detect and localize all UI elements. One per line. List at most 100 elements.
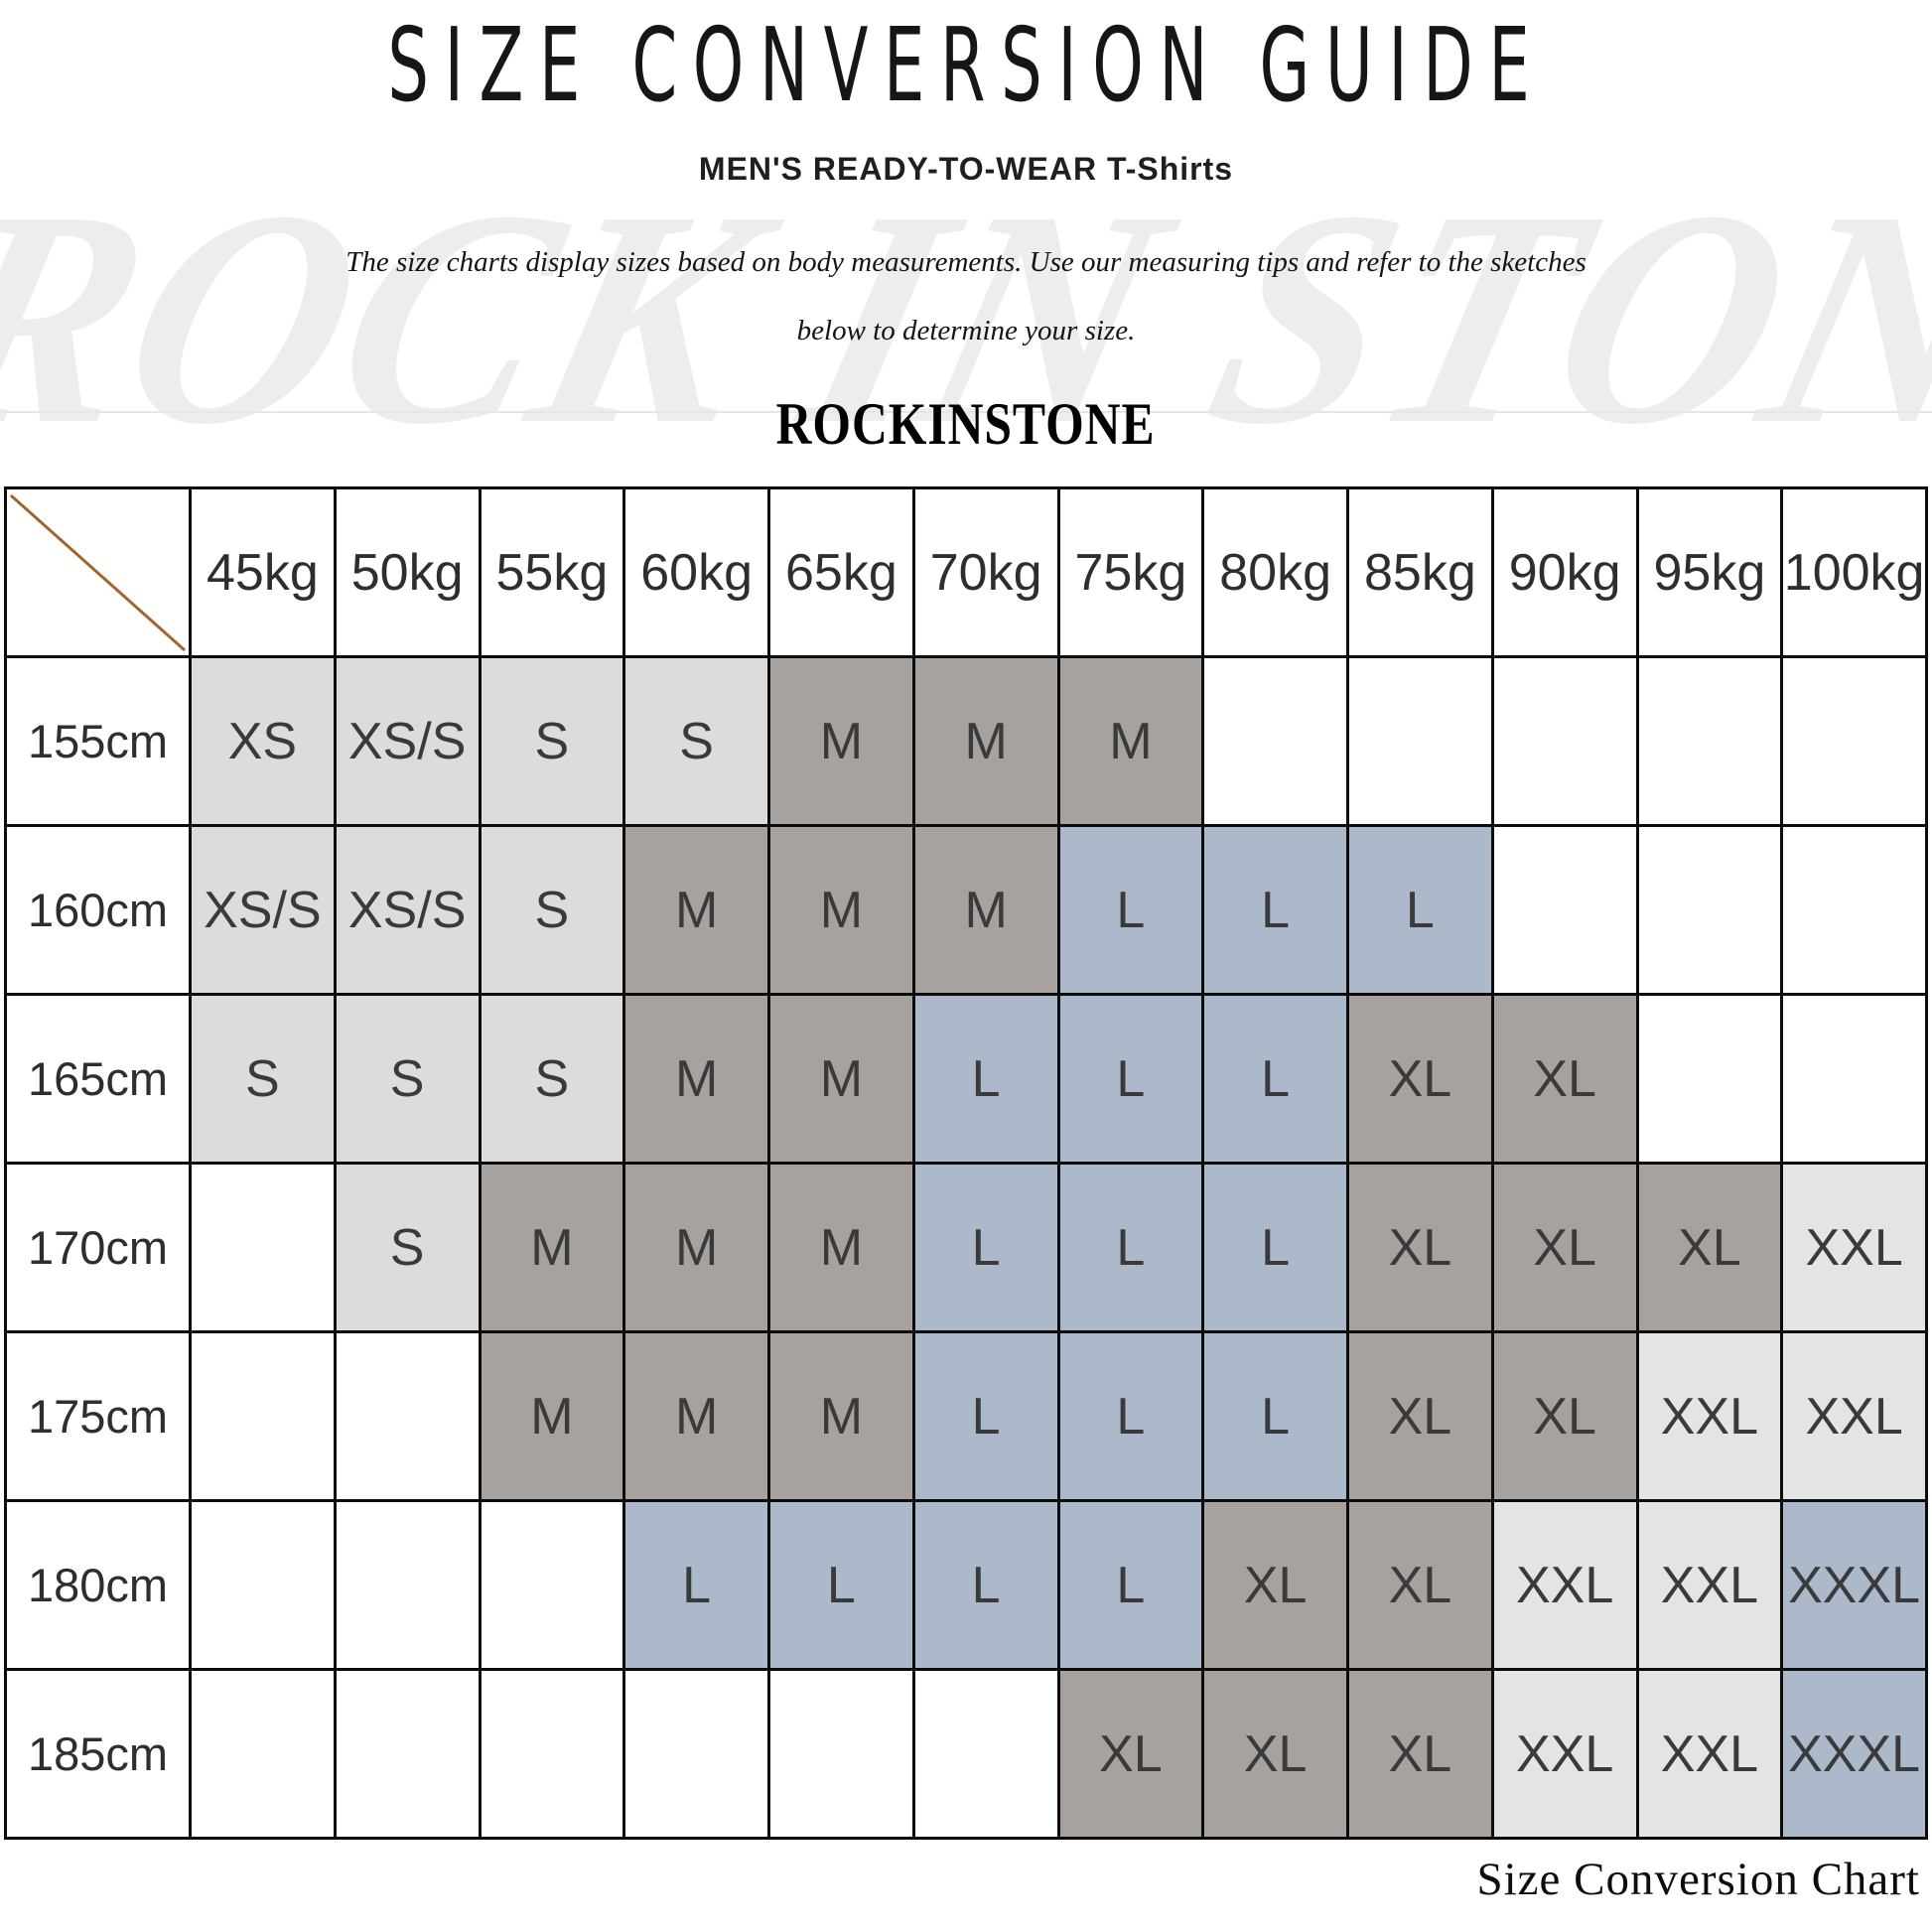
chart-caption: Size Conversion Chart (1476, 1854, 1920, 1905)
empty-cell (478, 1668, 626, 1840)
empty-cell (1201, 655, 1349, 827)
diagonal-line-icon (9, 493, 187, 651)
empty-cell (1780, 655, 1928, 827)
description-line-2: below to determine your size. (796, 315, 1136, 346)
size-cell: XXL (1780, 1330, 1928, 1502)
weight-header: 95kg (1635, 486, 1784, 658)
size-cell: L (911, 1162, 1060, 1333)
weight-header: 60kg (622, 486, 770, 658)
height-label: 180cm (4, 1499, 192, 1671)
size-cell: XL (1346, 1499, 1494, 1671)
empty-cell (1635, 655, 1784, 827)
empty-cell (622, 1668, 770, 1840)
size-cell: L (1201, 824, 1349, 996)
divider-line (0, 411, 1932, 413)
size-cell: M (767, 993, 915, 1165)
empty-cell (1635, 993, 1784, 1165)
size-cell: M (767, 1162, 915, 1333)
table-row: 185cm XL XL XL XXL XXL XXXL (4, 1668, 1928, 1840)
empty-cell (1635, 824, 1784, 996)
weight-header: 85kg (1346, 486, 1494, 658)
size-cell: L (1201, 1162, 1349, 1333)
size-cell: XXL (1490, 1499, 1639, 1671)
description-line-1: The size charts display sizes based on b… (345, 246, 1587, 278)
weight-header: 75kg (1056, 486, 1205, 658)
size-cell: L (1056, 824, 1205, 996)
size-cell: XXL (1635, 1668, 1784, 1840)
height-label: 160cm (4, 824, 192, 996)
size-cell: XXXL (1780, 1668, 1928, 1840)
size-cell: XS/S (333, 824, 482, 996)
size-cell: L (911, 993, 1060, 1165)
size-cell: M (911, 655, 1060, 827)
page-title: SIZE CONVERSION GUIDE (387, 6, 1545, 125)
weight-header: 50kg (333, 486, 482, 658)
size-cell: L (1056, 1330, 1205, 1502)
size-cell: L (1056, 993, 1205, 1165)
size-cell: M (622, 993, 770, 1165)
size-cell: S (478, 993, 626, 1165)
size-cell: XS/S (189, 824, 337, 996)
header-row: 45kg 50kg 55kg 60kg 65kg 70kg 75kg 80kg 85kg 90kg… (4, 486, 1928, 658)
table-row: 155cm XS XS/S S S M M M (4, 655, 1928, 827)
weight-header: 65kg (767, 486, 915, 658)
size-cell: XXL (1780, 1162, 1928, 1333)
table-row: 180cm L L L L XL XL XXL XXL XXXL (4, 1499, 1928, 1671)
size-cell: S (622, 655, 770, 827)
size-cell: XS/S (333, 655, 482, 827)
weight-header: 100kg (1780, 486, 1928, 658)
empty-cell (1346, 655, 1494, 827)
size-cell: L (1201, 993, 1349, 1165)
size-cell: L (622, 1499, 770, 1671)
empty-cell (189, 1668, 337, 1840)
size-cell: L (1056, 1162, 1205, 1333)
weight-header: 70kg (911, 486, 1060, 658)
size-cell: L (911, 1330, 1060, 1502)
size-cell: L (767, 1499, 915, 1671)
size-cell: S (478, 655, 626, 827)
size-cell: M (911, 824, 1060, 996)
size-cell: L (911, 1499, 1060, 1671)
size-cell: S (333, 1162, 482, 1333)
size-cell: M (622, 1162, 770, 1333)
size-cell: L (1056, 1499, 1205, 1671)
empty-cell (333, 1668, 482, 1840)
table-row: 175cm M M M L L L XL XL XXL XXL (4, 1330, 1928, 1502)
size-cell: S (478, 824, 626, 996)
size-cell: XS (189, 655, 337, 827)
size-cell: XL (1635, 1162, 1784, 1333)
size-cell: L (1201, 1330, 1349, 1502)
size-cell: M (767, 824, 915, 996)
empty-cell (1780, 993, 1928, 1165)
height-label: 165cm (4, 993, 192, 1165)
page-header: SIZE CONVERSION GUIDE (0, 6, 1932, 125)
size-cell: XL (1490, 1162, 1639, 1333)
brand-header: ROCKINSTONE (0, 390, 1932, 457)
empty-cell (1780, 824, 1928, 996)
weight-header: 45kg (189, 486, 337, 658)
size-cell: XL (1346, 1162, 1494, 1333)
size-cell: XL (1346, 993, 1494, 1165)
size-cell: M (622, 1330, 770, 1502)
weight-header: 80kg (1201, 486, 1349, 658)
size-cell: XXL (1635, 1499, 1784, 1671)
description: The size charts display sizes based on b… (0, 246, 1932, 347)
empty-cell (333, 1499, 482, 1671)
size-cell: XL (1201, 1499, 1349, 1671)
size-cell: S (333, 993, 482, 1165)
size-cell: M (622, 824, 770, 996)
brand-name: ROCKINSTONE (776, 390, 1156, 458)
weight-header: 90kg (1490, 486, 1639, 658)
empty-cell (189, 1499, 337, 1671)
size-cell: XL (1346, 1668, 1494, 1840)
size-cell: L (1346, 824, 1494, 996)
empty-cell (478, 1499, 626, 1671)
size-cell: XL (1201, 1668, 1349, 1840)
height-label: 185cm (4, 1668, 192, 1840)
size-cell: S (189, 993, 337, 1165)
size-cell: M (767, 655, 915, 827)
table-row: 160cm XS/S XS/S S M M M L L L (4, 824, 1928, 996)
empty-cell (911, 1668, 1060, 1840)
subtitle: MEN'S READY-TO-WEAR T-Shirts (698, 151, 1234, 187)
empty-cell (1490, 824, 1639, 996)
